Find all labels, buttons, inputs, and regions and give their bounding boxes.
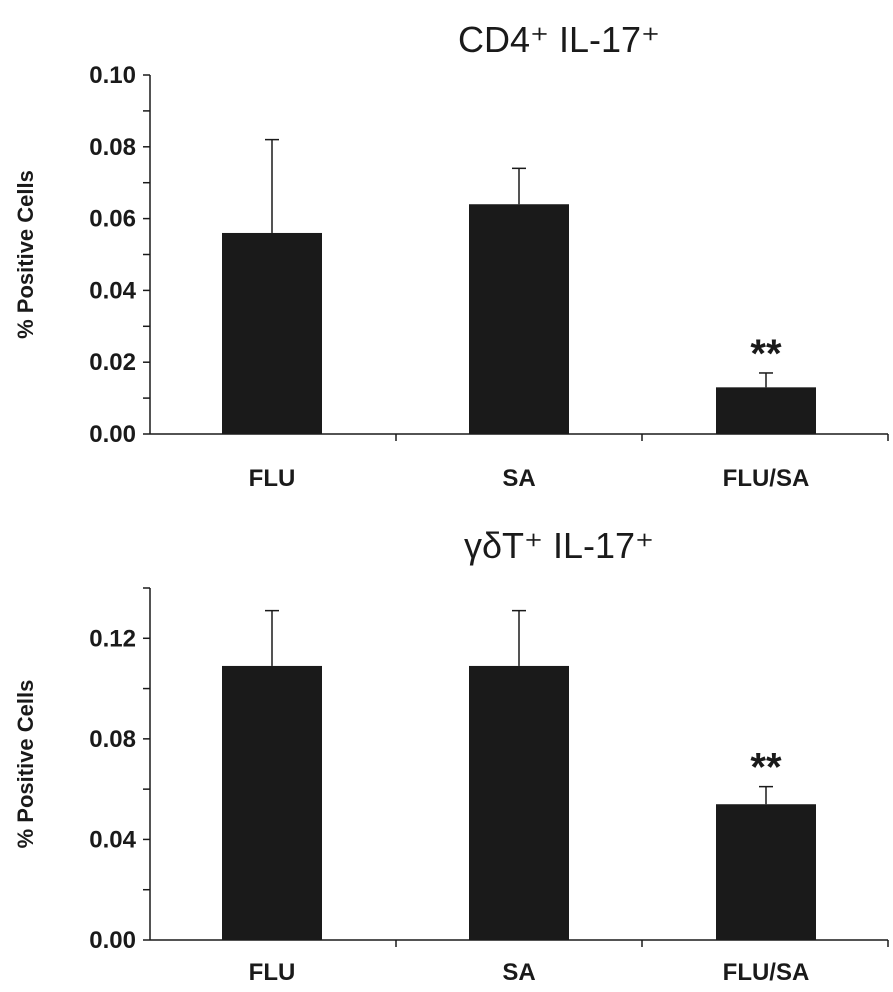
chart-title: CD4⁺ IL-17⁺ [458,19,660,60]
y-tick-label: 0.06 [89,206,136,233]
x-tick-label: FLU [249,959,296,986]
x-tick-label: FLU/SA [723,465,810,492]
bar [469,665,569,940]
y-tick-label: 0.08 [89,726,136,753]
y-tick-label: 0.10 [89,62,136,89]
y-tick-label: 0.04 [89,826,136,853]
bar [222,665,322,940]
x-tick-label: FLU [249,465,296,492]
y-tick-label: 0.12 [89,625,136,652]
y-tick-label: 0.00 [89,421,136,448]
bar [469,204,569,434]
x-tick-label: SA [502,465,535,492]
chart-title: γδT⁺ IL-17⁺ [464,525,654,566]
significance-marker: ** [750,332,782,376]
y-axis-label: % Positive Cells [13,170,38,339]
y-axis-label: % Positive Cells [13,680,38,849]
y-tick-label: 0.02 [89,349,136,376]
x-tick-label: FLU/SA [723,959,810,986]
bar [222,232,322,434]
x-tick-label: SA [502,959,535,986]
y-tick-label: 0.04 [89,277,136,304]
y-tick-label: 0.00 [89,927,136,954]
chart-gammadelta-il17: γδT⁺ IL-17⁺ % Positive Cells 0.00 0.04 0.0… [13,525,889,986]
chart-cd4-il17: CD4⁺ IL-17⁺ % Positive Cells 0.00 0.02 0.0… [13,19,889,492]
bar [716,804,816,940]
bar [716,387,816,434]
y-tick-label: 0.08 [89,134,136,161]
significance-marker: ** [750,746,782,790]
